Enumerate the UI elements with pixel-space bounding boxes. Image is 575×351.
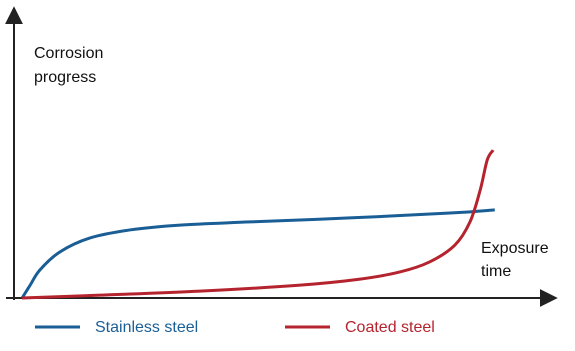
y-axis-label: progress xyxy=(34,69,96,86)
line xyxy=(20,208,495,299)
legend-label: Coated steel xyxy=(345,319,435,336)
x-axis-label: Exposure xyxy=(481,240,549,257)
legend-label: Stainless steel xyxy=(95,319,198,336)
x-axis-label: time xyxy=(481,263,511,280)
line xyxy=(22,149,495,300)
y-axis-label: Corrosion xyxy=(34,45,103,62)
